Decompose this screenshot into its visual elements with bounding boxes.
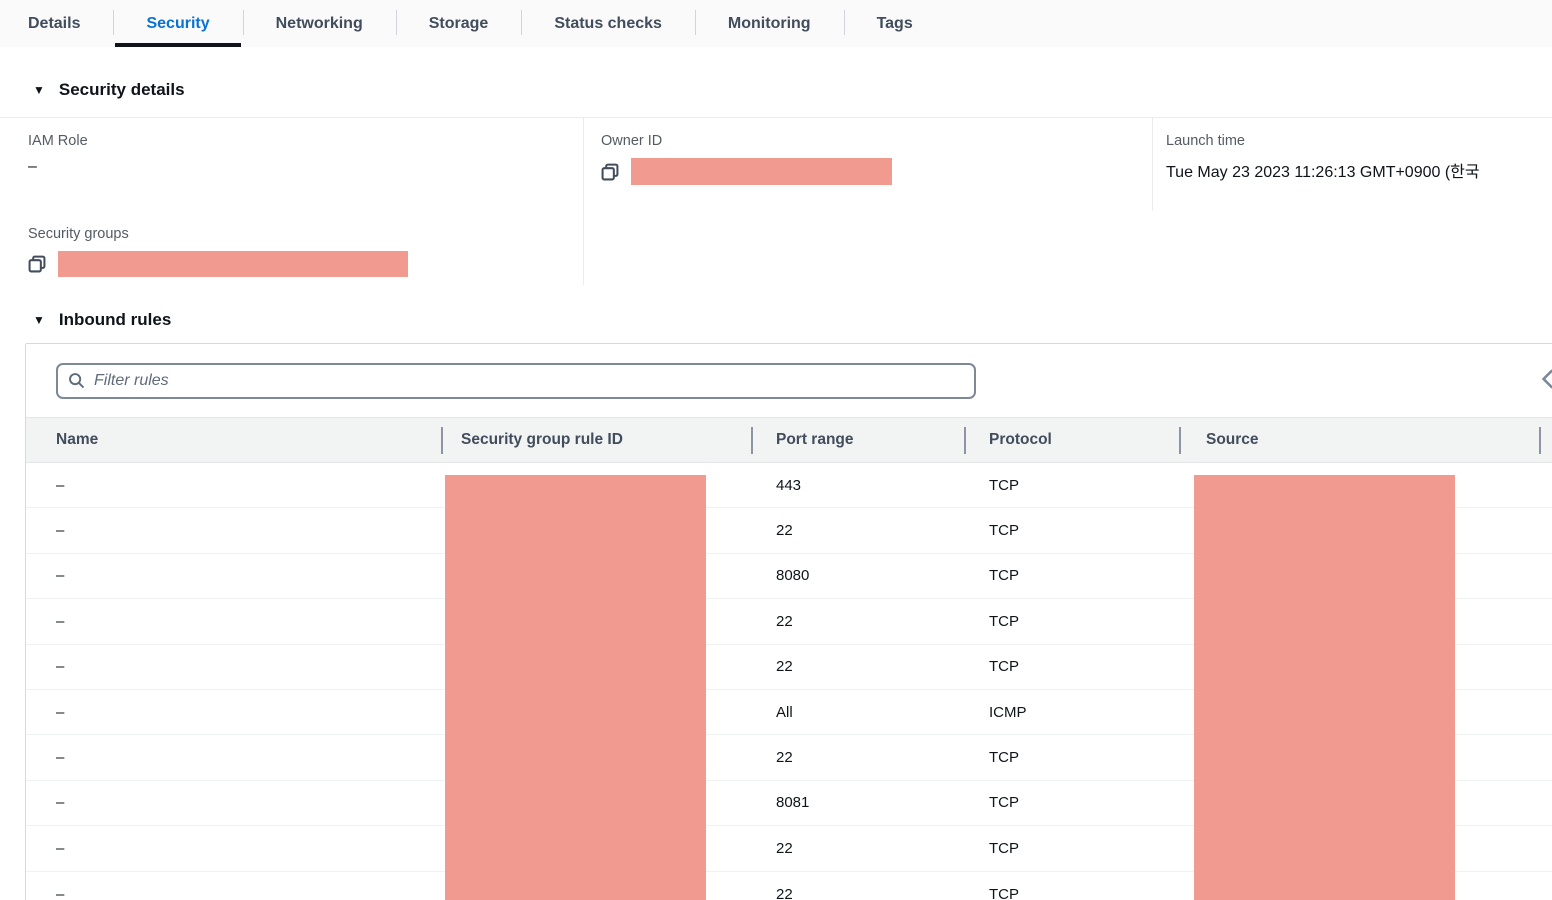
table-row[interactable]: – 8080 TCP [26, 554, 1552, 600]
cell-protocol: TCP [989, 794, 1019, 812]
column-header-security-group-rule-id[interactable]: Security group rule ID [441, 418, 751, 462]
search-icon [68, 372, 85, 389]
inbound-rules-header[interactable]: ▼ Inbound rules [0, 310, 1552, 330]
redacted-source-column [1194, 475, 1455, 900]
cell-port-range: 22 [776, 612, 793, 630]
column-header-protocol[interactable]: Protocol [964, 418, 1179, 462]
cell-name: – [56, 658, 65, 676]
column-header-source[interactable]: Source [1179, 418, 1539, 462]
cell-protocol: TCP [989, 885, 1019, 900]
tab-details[interactable]: Details [28, 14, 81, 32]
table-row[interactable]: – 22 TCP [26, 599, 1552, 645]
table-row[interactable]: – 8081 TCP [26, 781, 1552, 827]
table-row[interactable]: – 22 TCP [26, 826, 1552, 872]
tab-status-checks[interactable]: Status checks [521, 0, 695, 47]
collapse-caret-icon: ▼ [33, 83, 45, 97]
launch-time-value: Tue May 23 2023 11:26:13 GMT+0900 (한국 [1166, 164, 1480, 181]
security-groups-field: Security groups [0, 211, 583, 285]
cell-port-range: 8081 [776, 794, 810, 812]
security-groups-value-redacted [58, 251, 408, 277]
iam-role-field: IAM Role – [0, 118, 583, 211]
cell-protocol: TCP [989, 839, 1019, 857]
cell-protocol: ICMP [989, 703, 1027, 721]
cell-name: – [56, 749, 65, 767]
cell-name: – [56, 476, 65, 494]
tab-tags[interactable]: Tags [843, 0, 946, 47]
cell-name: – [56, 612, 65, 630]
launch-time-field: Launch time Tue May 23 2023 11:26:13 GMT… [1152, 118, 1552, 211]
cell-port-range: 22 [776, 839, 793, 857]
table-row[interactable]: – 22 TCP [26, 645, 1552, 690]
table-row[interactable]: – All ICMP [26, 690, 1552, 736]
cell-port-range: 22 [776, 522, 793, 540]
cell-port-range: 22 [776, 885, 793, 900]
cell-port-range: All [776, 703, 793, 721]
cell-name: – [56, 703, 65, 721]
cell-port-range: 22 [776, 749, 793, 767]
pagination-previous-icon[interactable] [1536, 366, 1552, 392]
table-row[interactable]: – 22 TCP [26, 508, 1552, 554]
cell-protocol: TCP [989, 658, 1019, 676]
security-details-header[interactable]: ▼ Security details [0, 80, 1552, 100]
column-header-port-range[interactable]: Port range [751, 418, 964, 462]
section-title: Security details [58, 80, 185, 99]
section-title: Inbound rules [58, 310, 172, 329]
iam-role-value: – [28, 158, 37, 175]
tab-networking[interactable]: Networking [242, 0, 396, 47]
iam-role-label: IAM Role [28, 133, 88, 149]
cell-protocol: TCP [989, 567, 1019, 585]
redacted-security-group-rule-id-column [445, 475, 706, 900]
copy-icon[interactable] [601, 163, 619, 181]
table-toolbar: Filter rules [26, 344, 1552, 417]
copy-icon[interactable] [28, 255, 46, 273]
cell-name: – [56, 794, 65, 812]
tab-storage[interactable]: Storage [395, 0, 522, 47]
owner-id-value-redacted [631, 158, 892, 185]
security-details-grid: IAM Role – Owner ID Launch time Tue May … [0, 117, 1552, 285]
filter-placeholder: Filter rules [94, 371, 169, 389]
cell-name: – [56, 522, 65, 540]
table-row[interactable]: – 22 TCP [26, 872, 1552, 900]
cell-protocol: TCP [989, 612, 1019, 630]
column-header-spacer [1539, 418, 1552, 462]
tab-monitoring[interactable]: Monitoring [694, 0, 844, 47]
filter-rules-input[interactable]: Filter rules [56, 362, 976, 399]
cell-name: – [56, 839, 65, 857]
table-row[interactable]: – 443 TCP [26, 463, 1552, 509]
table-body: – 443 TCP – 22 TCP – 8080 TCP – 22 TCP [26, 463, 1552, 900]
collapse-caret-icon: ▼ [33, 313, 45, 327]
column-header-name[interactable]: Name [56, 431, 99, 448]
table-row[interactable]: – 22 TCP [26, 735, 1552, 781]
cell-port-range: 8080 [776, 567, 810, 585]
cell-protocol: TCP [989, 522, 1019, 540]
instance-tabs: Details Security Networking Storage Stat… [0, 0, 1552, 47]
inbound-rules-panel: Filter rules Name Security group rule ID… [25, 343, 1552, 900]
cell-protocol: TCP [989, 749, 1019, 767]
cell-name: – [56, 567, 65, 585]
cell-protocol: TCP [989, 476, 1019, 494]
tab-security[interactable]: Security [113, 0, 242, 47]
cell-port-range: 443 [776, 476, 802, 494]
security-groups-label: Security groups [28, 226, 129, 242]
owner-id-label: Owner ID [601, 133, 663, 149]
table-header-row: Name Security group rule ID Port range P… [26, 417, 1552, 463]
owner-id-field: Owner ID [583, 118, 1152, 285]
cell-port-range: 22 [776, 658, 793, 676]
cell-name: – [56, 885, 65, 900]
launch-time-label: Launch time [1166, 133, 1245, 149]
